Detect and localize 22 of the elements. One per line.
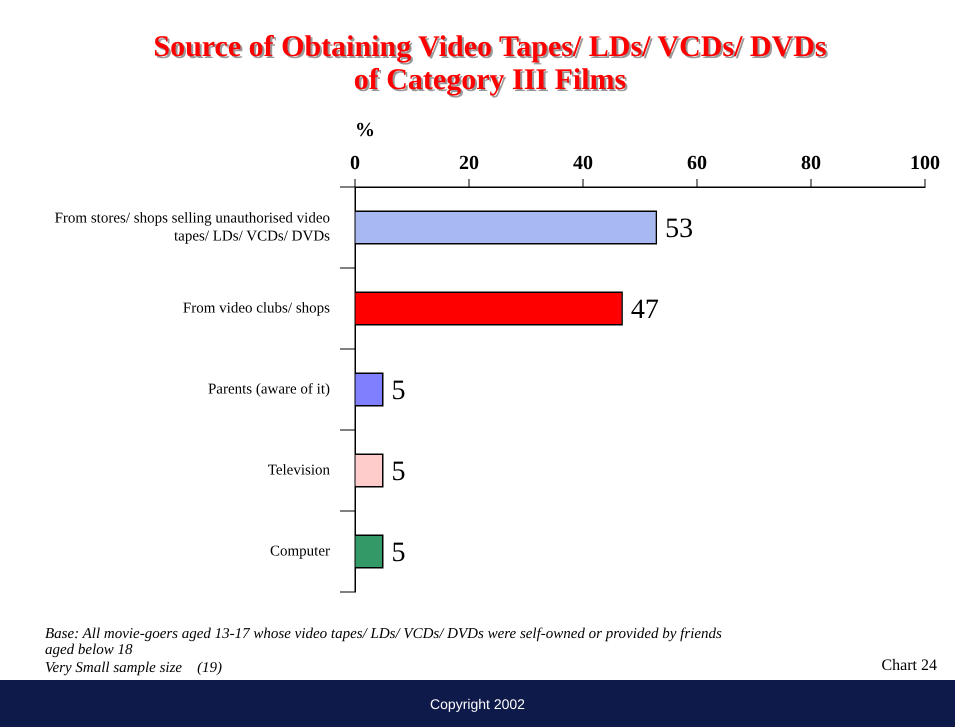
y-tick-label: Television [268, 462, 330, 478]
y-tick-label: From stores/ shops selling unauthorised video tapes/ LDs/ VCDs/ DVDs [54, 210, 330, 244]
y-tick-label: From video clubs/ shops [182, 300, 330, 316]
x-tick-label: 20 [459, 152, 479, 174]
x-tick-label: 0 [350, 152, 360, 174]
x-tick-label: 60 [687, 152, 707, 174]
x-tick-label: 100 [910, 152, 940, 174]
data-label: 5 [392, 536, 406, 568]
x-axis-title: % [355, 119, 375, 142]
y-tick-label: Parents (aware of it) [208, 381, 330, 398]
data-label: 5 [392, 456, 406, 487]
chart-title: Source of Obtaining Video Tapes/ LDs/ VCDs/ DVDs of Category III Films [152, 30, 828, 96]
text: Base: All movie-goers aged 13-17 whose video tapes/ LDs/ VCDs/ DVDs were self-owned or provided by friends aged below 18 [45, 626, 723, 658]
caption: Chart 24 [881, 657, 937, 675]
x-tick-label: 80 [801, 152, 821, 174]
data-label: 5 [392, 374, 406, 406]
text: Copyright 2002 [429, 696, 526, 712]
text: Very Small sample size (19) [45, 660, 222, 676]
data-label: 53 [665, 212, 694, 244]
data-label: 47 [630, 294, 659, 325]
y-tick-label: Computer [270, 543, 330, 560]
x-tick-label: 40 [573, 152, 593, 174]
